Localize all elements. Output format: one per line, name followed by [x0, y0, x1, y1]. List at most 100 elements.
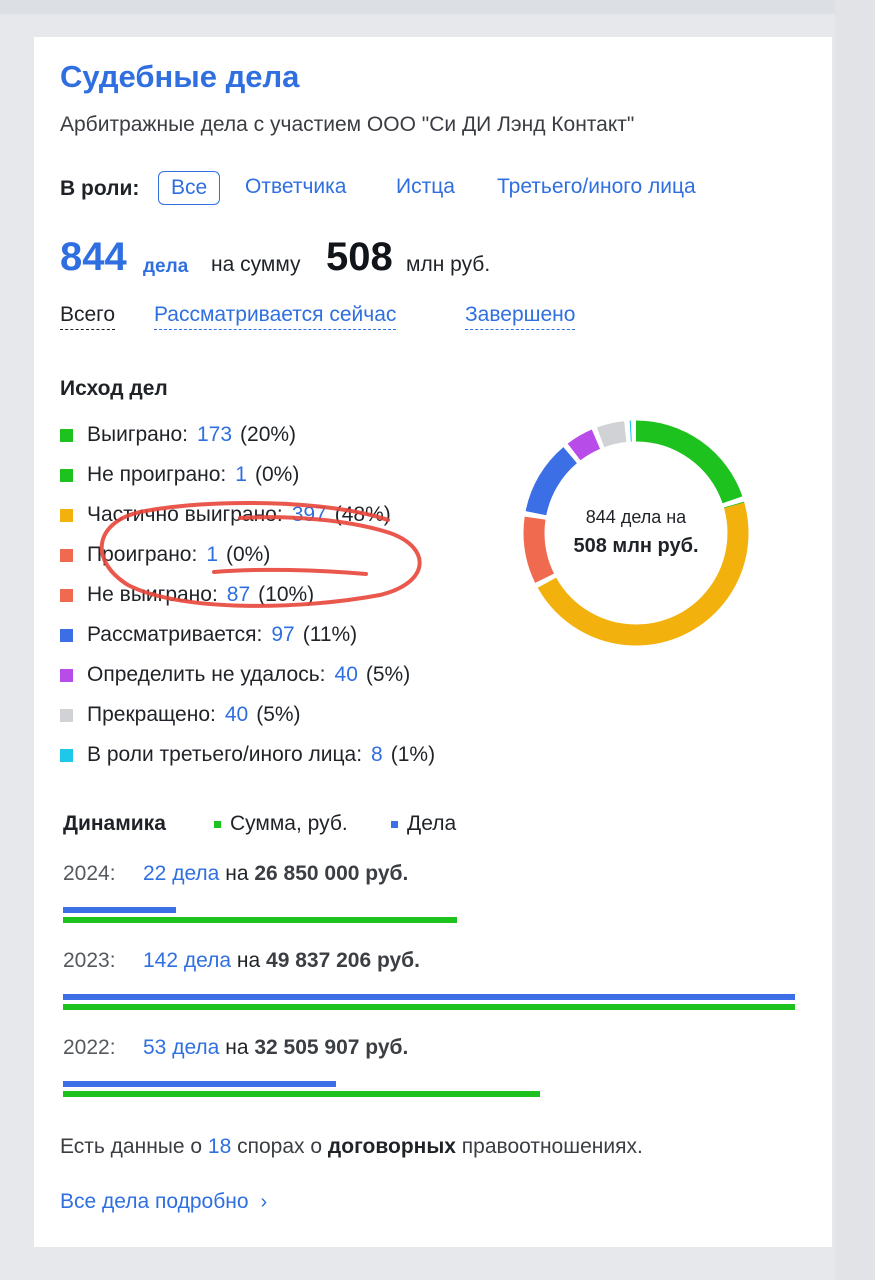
- dynamics-year-row: 2022: 53 дела на 32 505 907 руб.: [63, 1036, 408, 1060]
- outcome-legend-row: Рассматривается: 97 (11%): [60, 621, 357, 649]
- outcome-percent: (5%): [256, 703, 301, 726]
- disputes-prefix: Есть данные о: [60, 1135, 203, 1158]
- donut-center-line1: 844 дела на: [585, 507, 687, 527]
- dynamics-year-row: 2024: 22 дела на 26 850 000 руб.: [63, 862, 408, 886]
- year-label: 2022:: [63, 1036, 116, 1059]
- year-sum-bar: [63, 1004, 795, 1010]
- outcome-count-link[interactable]: 40: [224, 703, 249, 726]
- outcome-count-link[interactable]: 97: [271, 623, 295, 646]
- outcome-percent: (0%): [226, 543, 271, 566]
- year-cases-bar: [63, 1081, 337, 1087]
- outcome-percent: (10%): [258, 583, 315, 606]
- outcome-label: Частично выиграно:: [87, 503, 283, 526]
- filter-tab-completed[interactable]: Завершено: [465, 303, 576, 330]
- all-cases-link[interactable]: Все дела подробно ›: [60, 1190, 267, 1214]
- outcome-percent: (5%): [365, 663, 411, 686]
- disputes-suffix: правоотношениях.: [461, 1135, 643, 1158]
- dynamics-title: Динамика: [63, 812, 166, 835]
- year-connector: на: [225, 1036, 249, 1059]
- outcome-legend-row: Проиграно: 1 (0%): [60, 541, 270, 569]
- total-cases-word: дела: [143, 256, 189, 277]
- donut-slice: [523, 420, 749, 646]
- year-sum-bar: [63, 1091, 541, 1097]
- total-sum-unit: млн руб.: [406, 253, 491, 276]
- disputes-note: Есть данные о 18 спорах о договорных пра…: [60, 1135, 643, 1159]
- year-cases-link[interactable]: 142 дела: [143, 949, 232, 972]
- outcome-legend-row: Не проиграно: 1 (0%): [60, 461, 299, 489]
- year-cases-link[interactable]: 53 дела: [143, 1036, 220, 1059]
- role-tab-all[interactable]: Все: [158, 171, 221, 205]
- disputes-count-link[interactable]: 18: [207, 1135, 232, 1158]
- outcome-percent: (1%): [390, 743, 436, 766]
- outcome-legend-row: В роли третьего/иного лица: 8 (1%): [60, 741, 435, 769]
- outcome-title: Исход дел: [60, 377, 168, 400]
- roles-label: В роли:: [60, 177, 140, 200]
- year-cases-link[interactable]: 22 дела: [143, 862, 220, 885]
- outcome-count-link[interactable]: 87: [226, 583, 251, 606]
- sum-prefix: на сумму: [211, 253, 301, 276]
- outcome-legend-row: Частично выиграно: 397 (48%): [60, 501, 391, 529]
- outcome-label: Определить не удалось:: [87, 663, 326, 686]
- legend-color-square-icon: [60, 428, 73, 442]
- outcome-legend-row: Выиграно: 173 (20%): [60, 421, 296, 449]
- outcome-label: Не выиграно:: [87, 583, 218, 606]
- outcome-percent: (0%): [254, 463, 300, 486]
- outcome-count-link[interactable]: 8: [371, 743, 383, 766]
- disputes-middle: спорах о: [237, 1135, 323, 1158]
- total-cases-count: 844: [60, 235, 127, 279]
- donut-slice: [523, 420, 749, 646]
- outcome-count-link[interactable]: 397: [291, 503, 327, 526]
- filter-tab-all[interactable]: Всего: [60, 303, 116, 330]
- card-subtitle: Арбитражные дела с участием ООО "Си ДИ Л…: [60, 113, 635, 136]
- outcome-legend-row: Определить не удалось: 40 (5%): [60, 661, 410, 689]
- year-label: 2024:: [63, 862, 116, 885]
- year-connector: на: [225, 862, 249, 885]
- outcome-percent: (48%): [334, 503, 391, 526]
- outcome-count-link[interactable]: 1: [235, 463, 247, 486]
- outcome-count-link[interactable]: 40: [334, 663, 358, 686]
- card-title: Судебные дела: [60, 59, 300, 94]
- outcome-label: Проиграно:: [87, 543, 198, 566]
- green-dot-icon: [214, 820, 221, 828]
- dynamics-legend-sum-label: Сумма, руб.: [230, 812, 348, 835]
- total-sum-value: 508: [326, 235, 393, 279]
- legend-color-square-icon: [60, 508, 73, 522]
- legend-color-square-icon: [60, 468, 73, 482]
- role-tab-third-party[interactable]: Третьего/иного лица: [497, 175, 696, 198]
- year-amount: 49 837 206 руб.: [266, 949, 420, 972]
- right-edge-strip: [835, 0, 875, 1280]
- year-amount: 26 850 000 руб.: [254, 862, 409, 885]
- chevron-right-icon: ›: [260, 1191, 268, 1213]
- role-tab-plaintiff[interactable]: Истца: [396, 175, 455, 198]
- dynamics-year-row: 2023: 142 дела на 49 837 206 руб.: [63, 949, 420, 973]
- outcome-count-link[interactable]: 1: [206, 543, 218, 566]
- dynamics-legend-sum: Сумма, руб.: [214, 812, 348, 836]
- top-edge: [0, 0, 875, 14]
- outcome-donut-chart: [523, 420, 749, 646]
- all-cases-link-label: Все дела подробно: [60, 1190, 249, 1213]
- outcome-legend-row: Не выиграно: 87 (10%): [60, 581, 314, 609]
- court-cases-card: Судебные дела Арбитражные дела с участие…: [34, 37, 832, 1247]
- outcome-percent: (20%): [240, 423, 297, 446]
- role-tab-defendant[interactable]: Ответчика: [245, 175, 347, 198]
- outcome-label: Рассматривается:: [87, 623, 263, 646]
- donut-center-line2: 508 млн руб.: [573, 535, 699, 557]
- year-label: 2023:: [63, 949, 116, 972]
- disputes-bold: договорных: [327, 1135, 456, 1158]
- outcome-label: Выиграно:: [87, 423, 188, 446]
- legend-color-square-icon: [60, 708, 73, 722]
- year-amount: 32 505 907 руб.: [254, 1036, 409, 1059]
- legend-color-square-icon: [60, 668, 73, 682]
- year-cases-bar: [63, 907, 177, 913]
- dynamics-legend-cases: Дела: [391, 812, 456, 836]
- legend-color-square-icon: [60, 588, 73, 602]
- filter-tab-in-progress[interactable]: Рассматривается сейчас: [154, 303, 397, 330]
- donut-slice: [523, 420, 749, 646]
- outcome-count-link[interactable]: 173: [196, 423, 233, 446]
- outcome-label: Не проиграно:: [87, 463, 227, 486]
- dynamics-legend-cases-label: Дела: [407, 812, 457, 835]
- outcome-percent: (11%): [302, 623, 358, 646]
- legend-color-square-icon: [60, 548, 73, 562]
- year-connector: на: [236, 949, 261, 972]
- legend-color-square-icon: [60, 628, 73, 642]
